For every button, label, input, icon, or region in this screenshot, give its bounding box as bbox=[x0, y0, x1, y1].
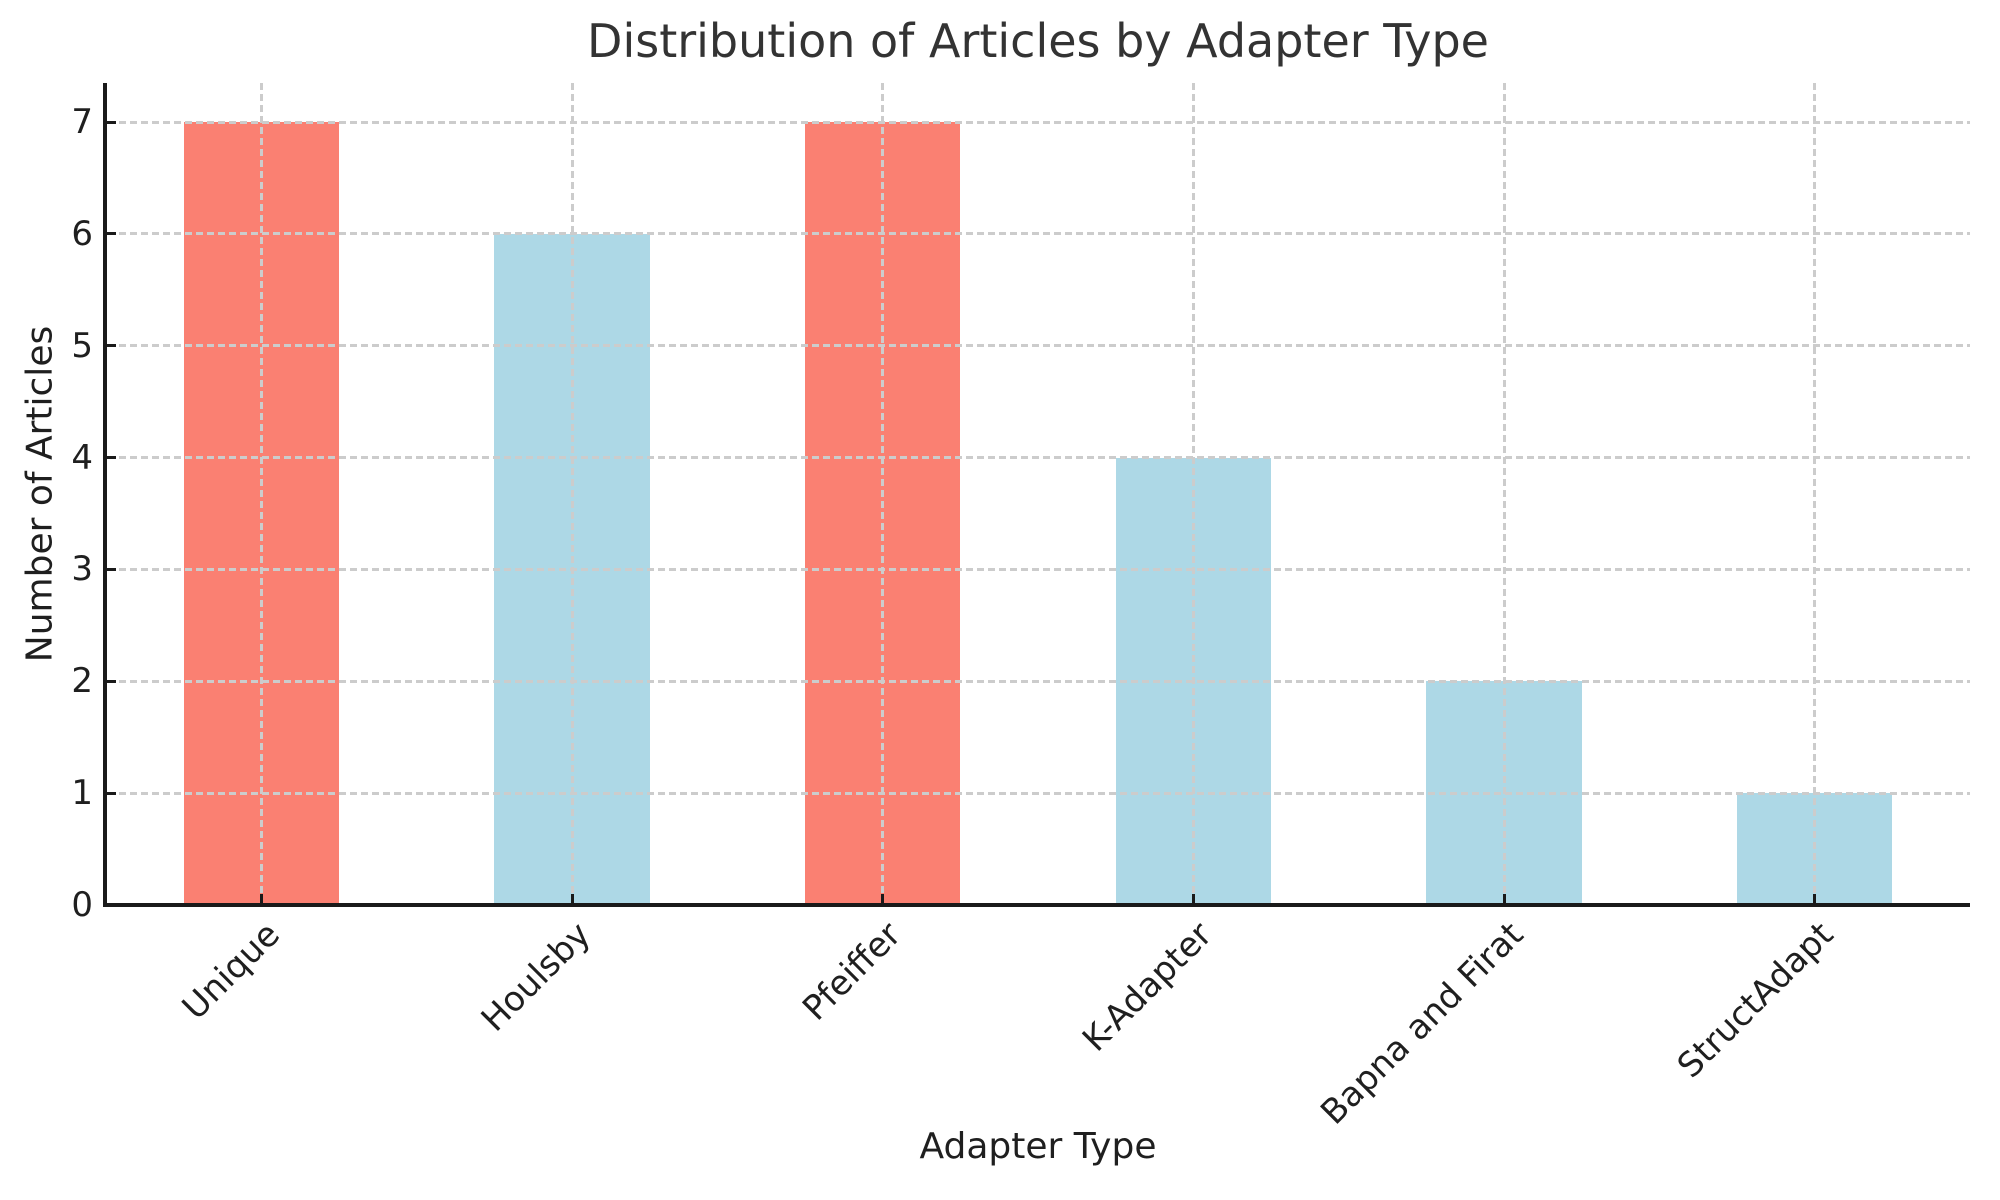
gridline-y-1 bbox=[108, 791, 1970, 795]
y-tick-3 bbox=[107, 567, 116, 571]
y-tick-2 bbox=[107, 679, 116, 683]
y-tick-4 bbox=[107, 456, 116, 460]
x-tick-bapna-and-firat bbox=[1502, 894, 1506, 903]
x-tick-unique bbox=[259, 894, 263, 903]
gridline-y-5 bbox=[108, 344, 1970, 348]
y-tick-label-1: 1 bbox=[71, 773, 93, 814]
x-tick-structadapt bbox=[1813, 894, 1817, 903]
x-tick-label-bapna-and-firat: Bapna and Firat bbox=[1312, 914, 1531, 1133]
x-axis-spine bbox=[103, 903, 1970, 907]
x-tick-pfeiffer bbox=[881, 894, 885, 903]
x-tick-label-structadapt: StructAdapt bbox=[1670, 914, 1842, 1087]
gridline-x-houlsby bbox=[570, 83, 574, 903]
gridline-y-7 bbox=[108, 120, 1970, 124]
y-tick-label-6: 6 bbox=[71, 213, 93, 254]
x-tick-houlsby bbox=[570, 894, 574, 903]
y-tick-0 bbox=[107, 903, 116, 907]
gridline-y-6 bbox=[108, 232, 1970, 236]
y-tick-1 bbox=[107, 791, 116, 795]
y-tick-label-5: 5 bbox=[71, 325, 93, 366]
gridline-x-pfeiffer bbox=[881, 83, 885, 903]
gridline-x-bapna-and-firat bbox=[1502, 83, 1506, 903]
y-tick-label-4: 4 bbox=[71, 437, 93, 478]
x-tick-k-adapter bbox=[1191, 894, 1195, 903]
gridline-x-structadapt bbox=[1813, 83, 1817, 903]
gridline-y-2 bbox=[108, 679, 1970, 683]
x-tick-label-houlsby: Houlsby bbox=[473, 914, 599, 1040]
y-axis-label: Number of Articles bbox=[19, 325, 61, 663]
x-axis-label: Adapter Type bbox=[919, 1126, 1157, 1167]
x-tick-label-unique: Unique bbox=[175, 914, 289, 1028]
gridline-x-k-adapter bbox=[1191, 83, 1195, 903]
y-tick-7 bbox=[107, 120, 116, 124]
y-tick-label-0: 0 bbox=[71, 885, 93, 925]
y-tick-label-2: 2 bbox=[71, 661, 93, 702]
gridline-y-3 bbox=[108, 567, 1970, 571]
x-tick-label-pfeiffer: Pfeiffer bbox=[795, 914, 910, 1029]
gridline-x-unique bbox=[259, 83, 263, 903]
x-tick-label-k-adapter: K-Adapter bbox=[1075, 914, 1221, 1060]
gridline-y-4 bbox=[108, 456, 1970, 460]
y-tick-5 bbox=[107, 344, 116, 348]
y-tick-6 bbox=[107, 232, 116, 236]
chart-title: Distribution of Articles by Adapter Type bbox=[587, 14, 1489, 68]
y-axis-spine bbox=[103, 83, 107, 907]
y-tick-label-7: 7 bbox=[71, 102, 93, 143]
y-tick-label-3: 3 bbox=[71, 549, 93, 590]
